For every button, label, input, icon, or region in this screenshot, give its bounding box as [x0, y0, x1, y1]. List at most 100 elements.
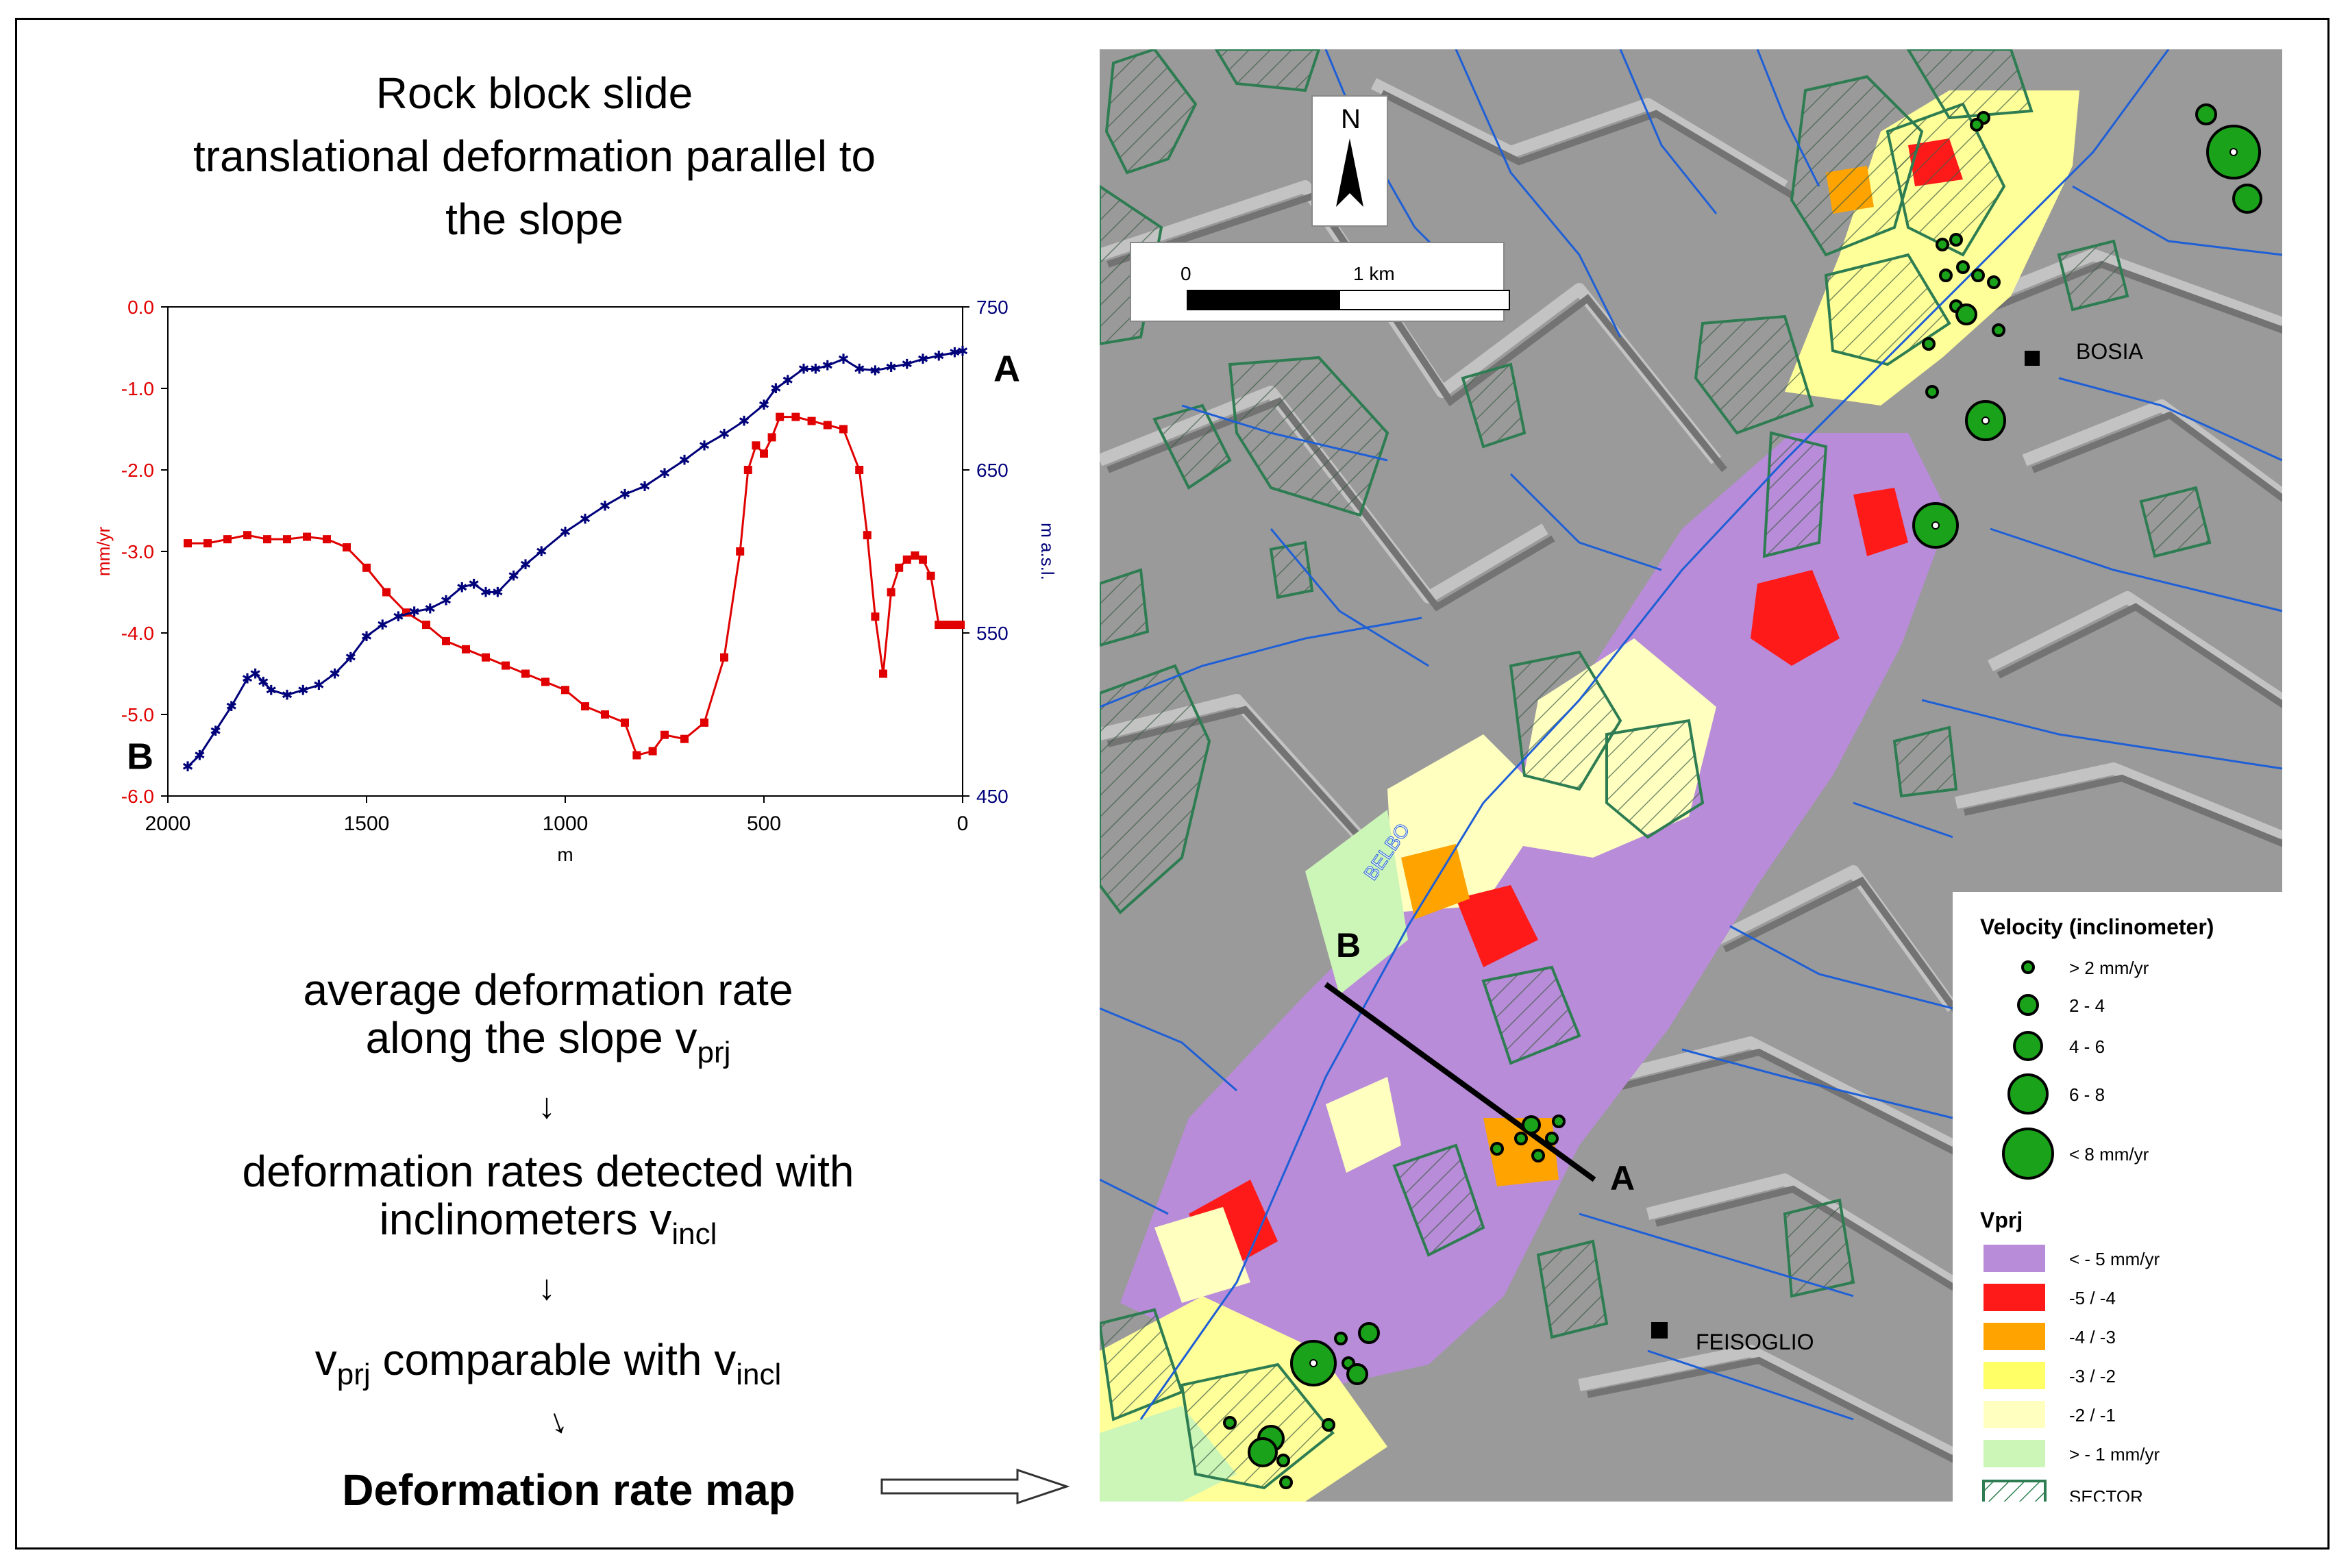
series-right-point: ✱: [798, 362, 810, 377]
y-left-tick-label: -4.0: [121, 623, 154, 644]
y-right-tick-label: 650: [976, 460, 1009, 481]
legend-vprj-swatch: [1984, 1245, 2045, 1272]
profile-chart: ✱ ✱ ✱ ✱ ✱ ✱ ✱ ✱ ✱ ✱ ✱ ✱ ✱ ✱ ✱ ✱ ✱ ✱ ✱ ✱ ✱ ✱ ✱ ✱ ✱ ✱ ✱ ✱ ✱ ✱ ✱ ✱ ✱ ✱ ✱ ✱ ✱ ✱ ✱ ✱…: [93, 297, 1058, 865]
series-right-point: ✱: [265, 683, 277, 698]
profile-end-label-A: A: [993, 348, 1020, 389]
flow-step-1-line2: along the slope vprj: [103, 1014, 993, 1077]
y-left-tick-label: -1.0: [121, 378, 154, 399]
figure-frame: [15, 18, 2330, 1550]
series-right-point: ✱: [869, 364, 881, 379]
flow-step-3: vprj comparable with vincl: [103, 1336, 993, 1399]
flow-step-1-main: along the slope v: [365, 1013, 697, 1062]
profile-label-B: B: [1336, 926, 1361, 965]
series-right-point: ✱: [361, 630, 373, 645]
series-left-point: [823, 421, 832, 430]
legend-panel-bg: [1953, 892, 2282, 1502]
flow-step-2-main: inclinometers v: [379, 1195, 672, 1244]
feisoglio-label: FEISOGLIO: [1696, 1330, 1814, 1354]
flow-step-1-sub: prj: [697, 1035, 731, 1069]
series-right-point: ✱: [393, 610, 404, 625]
series-left-point: [736, 547, 745, 556]
legend-sector-swatch: [1982, 1480, 2047, 1502]
series-right-point: ✱: [821, 359, 833, 374]
series-right-point: ✱: [456, 580, 468, 595]
series-right-point: ✱: [838, 352, 850, 367]
zone-orange-1: [1483, 1118, 1559, 1186]
series-left-point: [482, 653, 490, 662]
terrain-ridge: [1987, 591, 2282, 706]
series-right-point: ✱: [949, 346, 961, 361]
profile-label-A: A: [1610, 1159, 1635, 1197]
series-right-point: ✱: [329, 667, 341, 682]
series-right-point: ✱: [659, 466, 671, 482]
y-right-tick-label: 750: [976, 297, 1009, 318]
series-right-point: ✱: [520, 558, 532, 573]
x-tick-label: 0: [957, 812, 969, 835]
series-right-point: ✱: [377, 618, 388, 633]
north-arrow-icon: N: [1311, 95, 1388, 227]
svg-text:N: N: [1341, 104, 1361, 134]
series-left-point: [879, 669, 887, 678]
zone-red-3: [1456, 885, 1538, 967]
inclinometer-point: [1971, 269, 1985, 282]
series-left-point: [680, 734, 689, 743]
series-left-point: [561, 686, 569, 695]
river: [1100, 1178, 1169, 1215]
legend-vprj-swatch: [1984, 1362, 2045, 1389]
river: [1853, 801, 1953, 838]
chart-labels: 2000 1500 1000 500 0 m 0.0 -1.0 -2.0 -3.0 -4.0 -5.0…: [93, 297, 1058, 865]
terrain-ridge: [1578, 1345, 1956, 1460]
legend-vprj-swatch: [1984, 1440, 2045, 1467]
inclinometer-point: [1248, 1437, 1278, 1467]
series-left-point: [935, 621, 943, 630]
river: [1139, 49, 2170, 1420]
terrain-shadow: [2031, 411, 2282, 503]
series-right-point: ✱: [560, 525, 571, 540]
profile-line: [1324, 982, 1596, 1182]
legend-velocity-label: 2 - 4: [2069, 995, 2105, 1016]
zone-purple-main: [1120, 433, 1949, 1392]
series-left-point: [942, 621, 951, 630]
series-left-point: [926, 571, 935, 580]
y-left-tick-label: -2.0: [121, 460, 154, 481]
river: [1729, 925, 1953, 1010]
series-right-point: ✱: [679, 453, 691, 469]
inclinometer-point: [1358, 1322, 1380, 1344]
series-left-point: [863, 531, 872, 540]
series-right-point: ✱: [854, 362, 865, 377]
series-right-point: ✱: [210, 724, 221, 739]
inclinometer-point: [2232, 184, 2262, 214]
inclinometer-point: [1346, 1363, 1368, 1385]
series-left-point: [422, 621, 430, 630]
series-left-point: [632, 751, 641, 760]
series-right-point: ✱: [770, 382, 782, 397]
inclinometer-point: [2195, 103, 2217, 125]
flow-step-2-line2: inclinometers vincl: [103, 1195, 993, 1258]
legend-vprj-label: -2 / -1: [2069, 1405, 2116, 1426]
y-right-tick-label: 550: [976, 623, 1009, 644]
inclinometer-point-center: [1931, 521, 1940, 530]
series-left-point: [343, 543, 351, 552]
x-axis-label: m: [557, 844, 573, 865]
terrain-ridge: [1646, 1173, 1956, 1288]
legend-velocity-title: Velocity (inclinometer): [1980, 914, 2214, 939]
legend-sector-label: SECTOR: [2069, 1486, 2143, 1502]
series-left-point: [911, 551, 919, 560]
river: [1100, 1007, 1237, 1092]
legend-vprj-swatch: [1984, 1323, 2045, 1350]
y-left-tick-label: 0.0: [127, 297, 154, 318]
series-right-point: ✱: [182, 760, 194, 775]
river: [1509, 473, 1662, 571]
river-network: [1100, 49, 2282, 1421]
series-right-point: ✱: [917, 352, 929, 367]
flow-step-3-sub1: prj: [336, 1357, 371, 1391]
series-left-point: [760, 449, 768, 458]
zone-red-2: [1853, 488, 1908, 556]
series-right-point: ✱: [536, 545, 547, 560]
series-right-point: ✱: [194, 749, 206, 764]
series-right-point: ✱: [719, 427, 730, 443]
series-left-point: [895, 563, 904, 572]
series-right-point: ✱: [957, 344, 969, 359]
y-left-tick-label: -3.0: [121, 541, 154, 562]
series-right-point: ✱: [424, 601, 436, 617]
